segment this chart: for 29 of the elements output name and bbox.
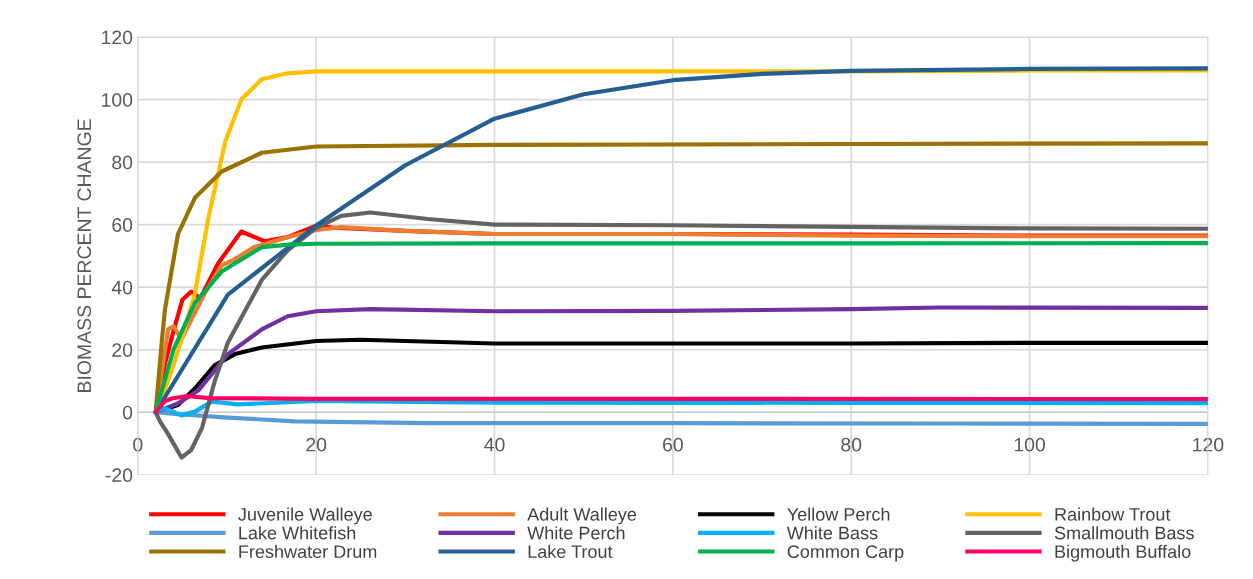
y-tick-label: 80: [112, 155, 133, 170]
legend-label: Yellow Perch: [787, 507, 890, 521]
y-axis-title: BIOMASS PERCENT CHANGE: [77, 119, 92, 392]
legend-label: White Bass: [786, 526, 878, 540]
x-tick-label: 40: [484, 437, 505, 452]
legend-label: Rainbow Trout: [1055, 507, 1171, 521]
legend-label: Freshwater Drum: [239, 544, 377, 559]
legend-label: Lake Whitefish: [239, 526, 356, 540]
legend-label: White Perch: [527, 526, 625, 540]
y-tick-label: 20: [112, 343, 133, 357]
x-tick-label: 20: [306, 437, 327, 452]
x-tick-label: 100: [1014, 437, 1046, 452]
x-tick-label: 120: [1193, 437, 1224, 452]
legend-label: Lake Trout: [528, 544, 613, 559]
x-tick-label: 60: [663, 437, 683, 452]
y-tick-label: 0: [122, 405, 133, 420]
legend-label: Adult Walleye: [527, 507, 637, 525]
legend-label: Smallmouth Bass: [1054, 526, 1194, 540]
line-series: [153, 393, 1208, 415]
y-tick-label: 100: [102, 93, 133, 107]
x-tick-label: 80: [841, 437, 862, 452]
legend-label: Bigmouth Buffalo: [1055, 544, 1191, 562]
y-tick-label: 120: [102, 30, 133, 45]
y-tick-label: 60: [112, 218, 133, 232]
legend-label: Common Carp: [787, 545, 904, 562]
legend-label: Juvenile Walleye: [238, 507, 372, 525]
y-tick-label: 40: [111, 280, 133, 295]
x-tick-label: 0: [133, 437, 143, 452]
y-tick-label: -20: [105, 468, 133, 483]
